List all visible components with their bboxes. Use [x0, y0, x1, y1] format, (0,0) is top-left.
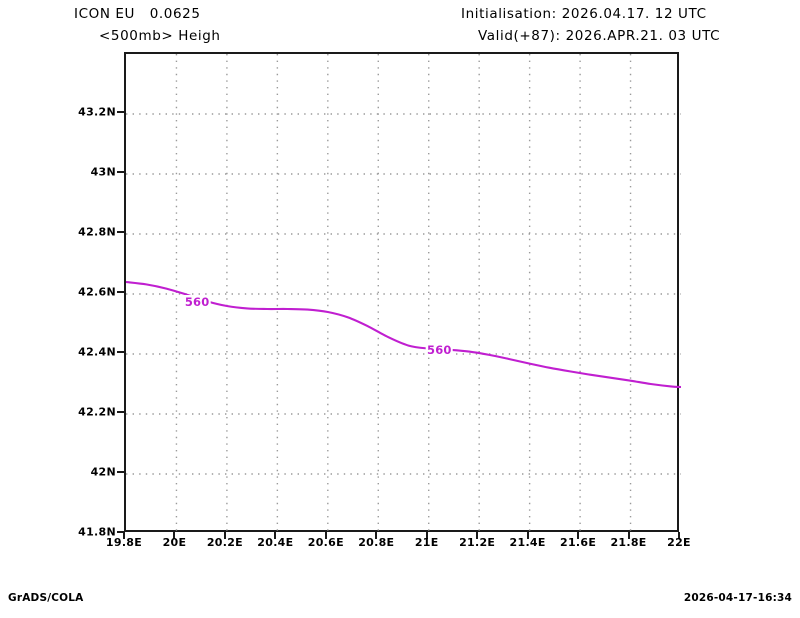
chart-plot-area — [124, 52, 681, 534]
x-axis-tick — [324, 532, 327, 539]
y-axis-label: 42.6N — [78, 285, 116, 299]
y-axis-label: 41.8N — [78, 525, 116, 539]
x-axis-tick — [123, 532, 125, 539]
x-axis-tick — [274, 532, 277, 539]
y-axis-tick — [117, 351, 124, 353]
x-axis-label: 20.8E — [358, 536, 395, 549]
footer-timestamp: 2026-04-17-16:34 — [683, 592, 792, 604]
y-axis-label: 42.4N — [78, 345, 116, 359]
y-axis-label: 42.8N — [78, 225, 116, 239]
x-axis-tick — [627, 532, 630, 539]
x-axis-label: 21.2E — [459, 536, 496, 549]
x-axis-tick — [375, 532, 378, 539]
x-axis-tick — [678, 532, 680, 539]
x-axis-label: 22E — [667, 536, 691, 549]
chart-gridlines — [126, 54, 681, 534]
x-axis-tick — [526, 532, 529, 539]
y-axis-tick — [117, 171, 124, 173]
header-initialisation-label: Initialisation: 2026.04.17. 12 UTC — [461, 6, 707, 22]
contour-value-label: 560 — [426, 342, 453, 357]
x-axis-label: 21E — [414, 536, 439, 549]
x-axis-label: 21.8E — [610, 536, 647, 549]
y-axis-tick — [117, 411, 124, 413]
x-axis-label: 21.6E — [560, 536, 597, 549]
x-axis-tick — [173, 532, 176, 539]
y-axis-label: 43N — [90, 165, 116, 179]
contour-value-label: 560 — [183, 294, 211, 309]
contour-line-560 — [126, 280, 681, 389]
y-axis-tick — [117, 111, 124, 113]
x-axis-tick — [425, 532, 428, 539]
footer-attribution: GrADS/COLA — [8, 592, 84, 604]
header-model-label: ICON EU 0.0625 — [74, 6, 201, 22]
x-axis-tick — [577, 532, 580, 539]
x-axis-label: 20.6E — [307, 536, 344, 549]
y-axis-tick — [117, 471, 124, 473]
x-axis-tick — [476, 532, 479, 539]
y-axis-label: 42.2N — [78, 405, 116, 419]
header-valid-label: Valid(+87): 2026.APR.21. 03 UTC — [478, 28, 721, 44]
x-axis-tick — [223, 532, 226, 539]
y-axis-label: 42N — [90, 465, 116, 479]
x-axis-label: 20.4E — [257, 536, 294, 549]
x-axis-label: 19.8E — [105, 536, 143, 549]
y-axis-tick — [117, 231, 124, 233]
x-axis-label: 20E — [162, 536, 187, 549]
x-axis-label: 21.4E — [509, 536, 546, 549]
header-level-label: <500mb> Heigh — [99, 28, 221, 44]
y-axis-tick — [117, 291, 124, 293]
x-axis-label: 20.2E — [206, 536, 243, 549]
y-axis-tick — [117, 531, 124, 533]
y-axis-label: 43.2N — [78, 105, 116, 119]
